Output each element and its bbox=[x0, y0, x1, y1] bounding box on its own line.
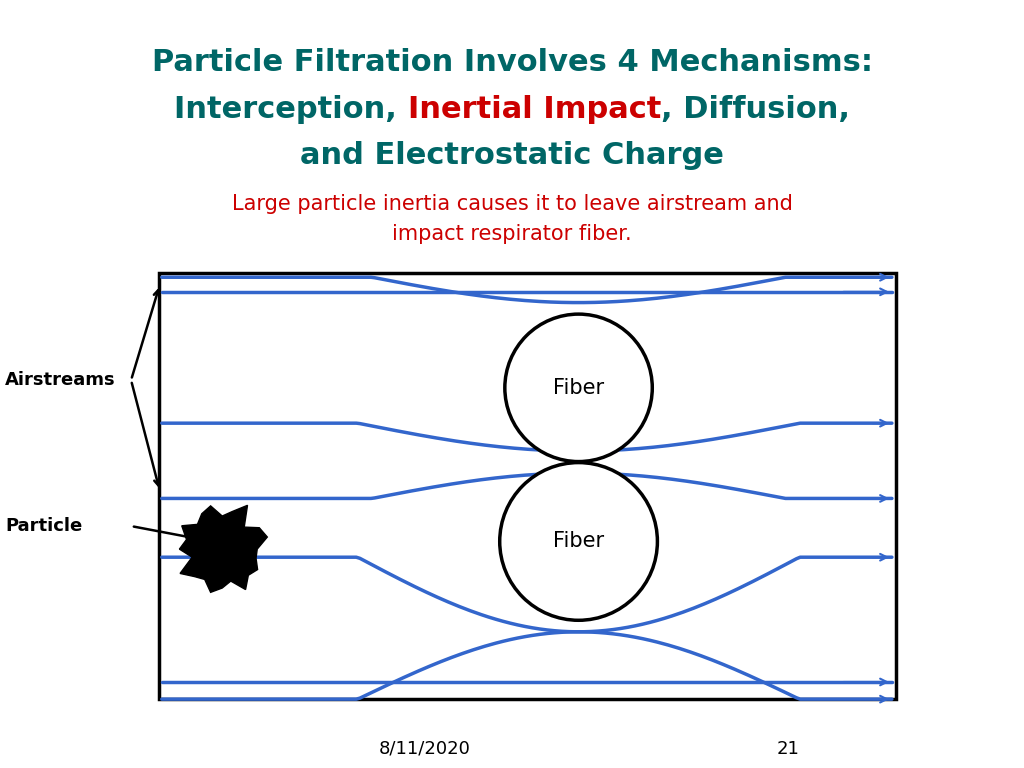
Text: , Diffusion,: , Diffusion, bbox=[660, 94, 850, 124]
Text: Fiber: Fiber bbox=[553, 531, 604, 551]
Text: and Electrostatic Charge: and Electrostatic Charge bbox=[300, 141, 724, 170]
FancyBboxPatch shape bbox=[159, 273, 896, 699]
Text: Particle: Particle bbox=[5, 517, 82, 535]
Text: 8/11/2020: 8/11/2020 bbox=[379, 740, 471, 758]
Text: 21: 21 bbox=[777, 740, 800, 758]
Text: Fiber: Fiber bbox=[553, 378, 604, 398]
Polygon shape bbox=[179, 505, 267, 592]
Text: Large particle inertia causes it to leave airstream and
impact respirator fiber.: Large particle inertia causes it to leav… bbox=[231, 194, 793, 243]
Text: Particle Filtration Involves 4 Mechanisms:: Particle Filtration Involves 4 Mechanism… bbox=[152, 48, 872, 78]
Ellipse shape bbox=[505, 314, 652, 462]
Text: Inertial Impact: Inertial Impact bbox=[408, 94, 660, 124]
Ellipse shape bbox=[500, 462, 657, 621]
Text: Interception,: Interception, bbox=[174, 94, 408, 124]
Text: Airstreams: Airstreams bbox=[5, 371, 116, 389]
